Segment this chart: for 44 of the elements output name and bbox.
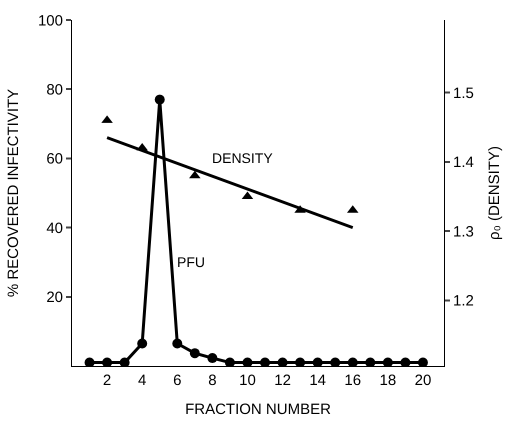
x-tick-label: 16 <box>344 372 362 389</box>
y2-tick-label: 1.5 <box>453 84 474 102</box>
point <box>172 338 182 349</box>
y-axis-title: % RECOVERED INFECTIVITY <box>5 88 22 298</box>
y-tick-label: 20 <box>46 289 63 306</box>
y2-axis-title: ρ₀ (DENSITY) <box>486 146 503 240</box>
point <box>295 358 306 366</box>
point <box>137 338 148 349</box>
point <box>102 358 112 366</box>
point <box>224 358 235 366</box>
point <box>278 358 288 366</box>
y-tick-label: 40 <box>46 220 63 237</box>
x-axis-title: FRACTION NUMBER <box>185 401 332 418</box>
x-tick-label: 8 <box>208 372 217 389</box>
point <box>190 348 200 358</box>
point <box>382 358 393 366</box>
point <box>207 353 218 364</box>
x-tick-label: 10 <box>239 372 256 389</box>
x-tick-label: 14 <box>309 372 326 389</box>
point <box>120 358 130 366</box>
point <box>260 358 270 366</box>
x-tick-label: 20 <box>414 372 432 389</box>
point <box>154 94 165 105</box>
point <box>84 358 95 366</box>
x-tick-label: 2 <box>102 372 112 389</box>
point <box>312 358 323 366</box>
y-tick-label: 60 <box>46 150 63 168</box>
y2-tick-label: 1.2 <box>453 292 474 310</box>
y2-tick-label: 1.4 <box>453 154 474 172</box>
point <box>365 358 376 366</box>
x-tick-label: 6 <box>173 372 182 389</box>
x-tick-label: 12 <box>274 372 291 389</box>
x-tick-label: 4 <box>138 372 146 389</box>
y-tick-label: 80 <box>46 81 63 98</box>
point <box>242 358 252 366</box>
y2-tick-label: 1.3 <box>453 223 474 240</box>
y-tick-label: 100 <box>38 12 63 30</box>
series-label: DENSITY <box>212 150 274 166</box>
x-tick-label: 18 <box>380 372 396 389</box>
point <box>400 358 410 366</box>
point <box>330 358 340 366</box>
point <box>348 358 358 366</box>
point <box>418 358 428 366</box>
series-label: PFU <box>177 254 205 270</box>
